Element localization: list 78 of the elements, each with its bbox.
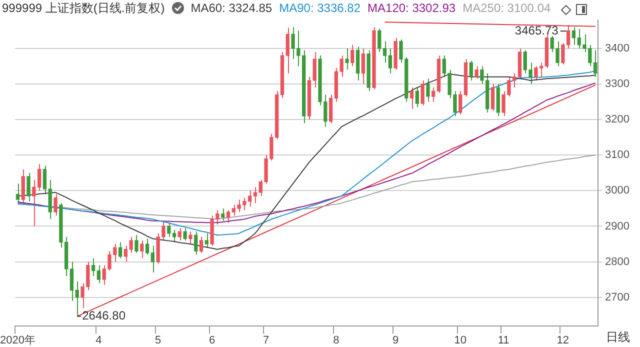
candlestick bbox=[167, 222, 171, 238]
candlestick bbox=[172, 229, 176, 243]
y-tick-label: 3100 bbox=[605, 149, 630, 162]
candlestick bbox=[129, 236, 133, 254]
annotation: 3465.73 bbox=[514, 23, 559, 38]
text: MA60: 3324.85 bbox=[190, 1, 272, 15]
candlestick bbox=[204, 232, 208, 248]
candlestick bbox=[432, 87, 436, 102]
candlestick bbox=[91, 258, 96, 277]
y-tick-label: 3000 bbox=[605, 184, 630, 197]
candlestick bbox=[96, 264, 101, 284]
x-tick-label: 5 bbox=[155, 334, 162, 346]
candlestick bbox=[410, 87, 414, 110]
candlestick bbox=[474, 66, 478, 80]
x-tick-label: 8 bbox=[333, 334, 340, 346]
candlestick bbox=[572, 26, 576, 46]
candlestick bbox=[345, 48, 349, 70]
candlestick bbox=[378, 28, 382, 53]
x-tick-label: 12 bbox=[556, 334, 570, 346]
candlestick bbox=[415, 87, 420, 108]
candlestick bbox=[21, 168, 25, 204]
candlestick bbox=[566, 24, 570, 49]
candlestick bbox=[469, 60, 473, 81]
y-tick-label: 2900 bbox=[605, 220, 630, 232]
x-tick-label: 2020年 bbox=[0, 334, 36, 346]
candlestick bbox=[356, 46, 360, 81]
candlestick bbox=[420, 80, 424, 106]
candlestick bbox=[70, 261, 74, 302]
candlestick bbox=[118, 242, 122, 259]
x-tick-label: 11 bbox=[498, 334, 510, 346]
text: 日线 bbox=[606, 329, 630, 346]
candlestick bbox=[382, 40, 387, 64]
text: MA120: 3302.93 bbox=[368, 1, 456, 15]
y-tick-label: 3400 bbox=[605, 42, 630, 54]
candlestick bbox=[124, 245, 128, 262]
candlestick bbox=[561, 42, 565, 65]
candlestick bbox=[312, 52, 316, 88]
candlestick bbox=[286, 27, 290, 74]
x-tick-label: 4 bbox=[96, 334, 102, 346]
candlestick bbox=[458, 90, 462, 115]
annotation: 2646.80 bbox=[82, 308, 126, 323]
candlestick bbox=[48, 180, 52, 220]
candlestick bbox=[54, 194, 58, 216]
candlestick bbox=[140, 240, 144, 259]
candlestick bbox=[221, 208, 225, 222]
candlestick bbox=[145, 238, 150, 256]
candlestick bbox=[328, 94, 333, 124]
candlestick bbox=[199, 236, 204, 254]
candlestick bbox=[194, 231, 198, 256]
candlestick bbox=[350, 44, 354, 67]
candlestick bbox=[134, 234, 138, 254]
candlestick bbox=[340, 55, 344, 78]
candlestick bbox=[188, 231, 192, 245]
candlestick bbox=[178, 228, 182, 241]
candlestick bbox=[426, 78, 430, 102]
candlestick bbox=[75, 280, 79, 317]
candlestick bbox=[42, 165, 47, 195]
candlestick bbox=[150, 245, 155, 273]
y-tick-label: 3200 bbox=[605, 114, 630, 126]
x-tick-label: 6 bbox=[208, 334, 216, 346]
candlestick bbox=[253, 186, 258, 204]
y-tick-label: 2700 bbox=[605, 291, 630, 304]
x-tick-label: 9 bbox=[392, 334, 399, 346]
candlestick bbox=[183, 228, 187, 241]
chart-title: 999999 上证指数(日线.前复权) bbox=[2, 1, 165, 15]
text: MA250: 3100.04 bbox=[462, 1, 551, 15]
candlestick bbox=[490, 84, 495, 112]
x-tick-label: 10 bbox=[454, 334, 466, 346]
text: MA90: 3336.82 bbox=[279, 1, 361, 15]
x-tick-label: 7 bbox=[262, 334, 270, 346]
candlestick bbox=[26, 172, 30, 202]
candlestick bbox=[16, 183, 20, 206]
candlestick bbox=[361, 48, 366, 85]
candlestick bbox=[593, 50, 598, 78]
y-tick-label: 2800 bbox=[605, 256, 630, 268]
candlestick bbox=[226, 210, 230, 224]
y-tick-label: 3300 bbox=[605, 78, 630, 90]
candlestick bbox=[388, 48, 392, 74]
